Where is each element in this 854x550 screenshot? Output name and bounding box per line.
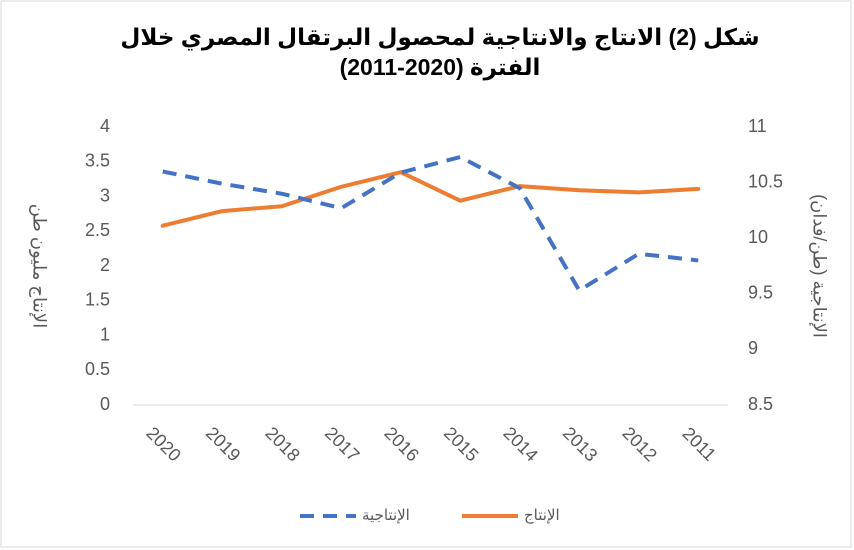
y2-tick-label: 10 <box>748 227 768 247</box>
y2-tick-label: 9.5 <box>748 283 773 303</box>
y-tick-label: 0 <box>100 394 110 414</box>
y2-tick-label: 9 <box>748 338 758 358</box>
y2-tick-label: 8.5 <box>748 394 773 414</box>
y-tick-label: 3.5 <box>85 151 110 171</box>
y2-tick-label: 11 <box>748 116 767 136</box>
y-tick-label: 2.5 <box>85 220 110 240</box>
legend-label: الإنتاجية <box>362 507 410 524</box>
y-tick-label: 1.5 <box>85 290 110 310</box>
y-tick-label: 2 <box>100 255 110 275</box>
y2-tick-label: 10.5 <box>748 171 783 191</box>
y-tick-label: 0.5 <box>85 359 110 379</box>
y2-axis-label: الإنتاجية (طن/فدان) <box>808 194 829 338</box>
y-axis-label: الإنتاج مليون طن <box>28 204 49 328</box>
series-line <box>160 170 701 228</box>
chart-title: شكل (2) الانتاج والانتاجية لمحصول البرتق… <box>120 24 760 80</box>
y-tick-label: 4 <box>100 116 110 136</box>
y-tick-label: 3 <box>100 185 110 205</box>
y-tick-label: 1 <box>100 324 110 344</box>
legend-label: الإنتاج <box>524 507 560 525</box>
series-line <box>162 155 699 293</box>
